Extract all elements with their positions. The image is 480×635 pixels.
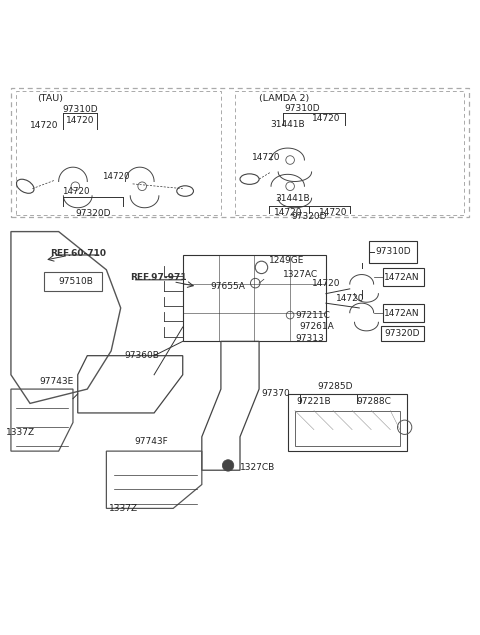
Text: 14720: 14720: [319, 208, 348, 217]
Text: 97211C: 97211C: [295, 311, 330, 319]
Text: 97285D: 97285D: [318, 382, 353, 391]
Text: 97310D: 97310D: [375, 247, 410, 256]
Text: 1327AC: 1327AC: [283, 270, 318, 279]
Text: REF.97-971: REF.97-971: [131, 274, 187, 283]
Circle shape: [222, 460, 234, 471]
Text: 97261A: 97261A: [300, 321, 335, 331]
Text: 1337Z: 1337Z: [6, 427, 35, 436]
Text: 14720: 14720: [30, 121, 59, 130]
Text: 14720: 14720: [312, 279, 340, 288]
Text: 97288C: 97288C: [356, 396, 391, 406]
Text: 14720: 14720: [61, 187, 89, 196]
Text: 97360B: 97360B: [125, 351, 160, 360]
Text: 97310D: 97310D: [62, 105, 98, 114]
Text: 97510B: 97510B: [58, 277, 93, 286]
Text: 1249GE: 1249GE: [269, 256, 304, 265]
Text: 97320D: 97320D: [384, 329, 420, 338]
Text: REF.60-710: REF.60-710: [50, 248, 106, 258]
Text: 97310D: 97310D: [284, 104, 320, 113]
Text: 14720: 14720: [312, 114, 340, 123]
Text: 14720: 14720: [102, 172, 130, 181]
Text: 97370: 97370: [262, 389, 290, 398]
Text: 97743E: 97743E: [39, 377, 73, 387]
Text: 97743F: 97743F: [135, 437, 168, 446]
Text: 31441B: 31441B: [270, 120, 305, 129]
Text: 97313: 97313: [296, 335, 324, 344]
Text: 97320D: 97320D: [291, 212, 327, 221]
Text: 97655A: 97655A: [210, 282, 245, 291]
Text: 1472AN: 1472AN: [384, 309, 420, 318]
Text: 1472AN: 1472AN: [384, 273, 420, 282]
Text: 1337Z: 1337Z: [108, 504, 138, 513]
Text: 14720: 14720: [336, 294, 364, 303]
Text: 31441B: 31441B: [275, 194, 310, 203]
Text: 14720: 14720: [274, 208, 302, 217]
Text: 14720: 14720: [66, 116, 95, 125]
Text: 97320D: 97320D: [75, 209, 111, 218]
Text: 1327CB: 1327CB: [240, 464, 275, 472]
Text: (LAMDA 2): (LAMDA 2): [259, 95, 309, 104]
Text: 97221B: 97221B: [297, 396, 331, 406]
Text: (TAU): (TAU): [37, 95, 63, 104]
Text: 14720: 14720: [252, 153, 280, 162]
